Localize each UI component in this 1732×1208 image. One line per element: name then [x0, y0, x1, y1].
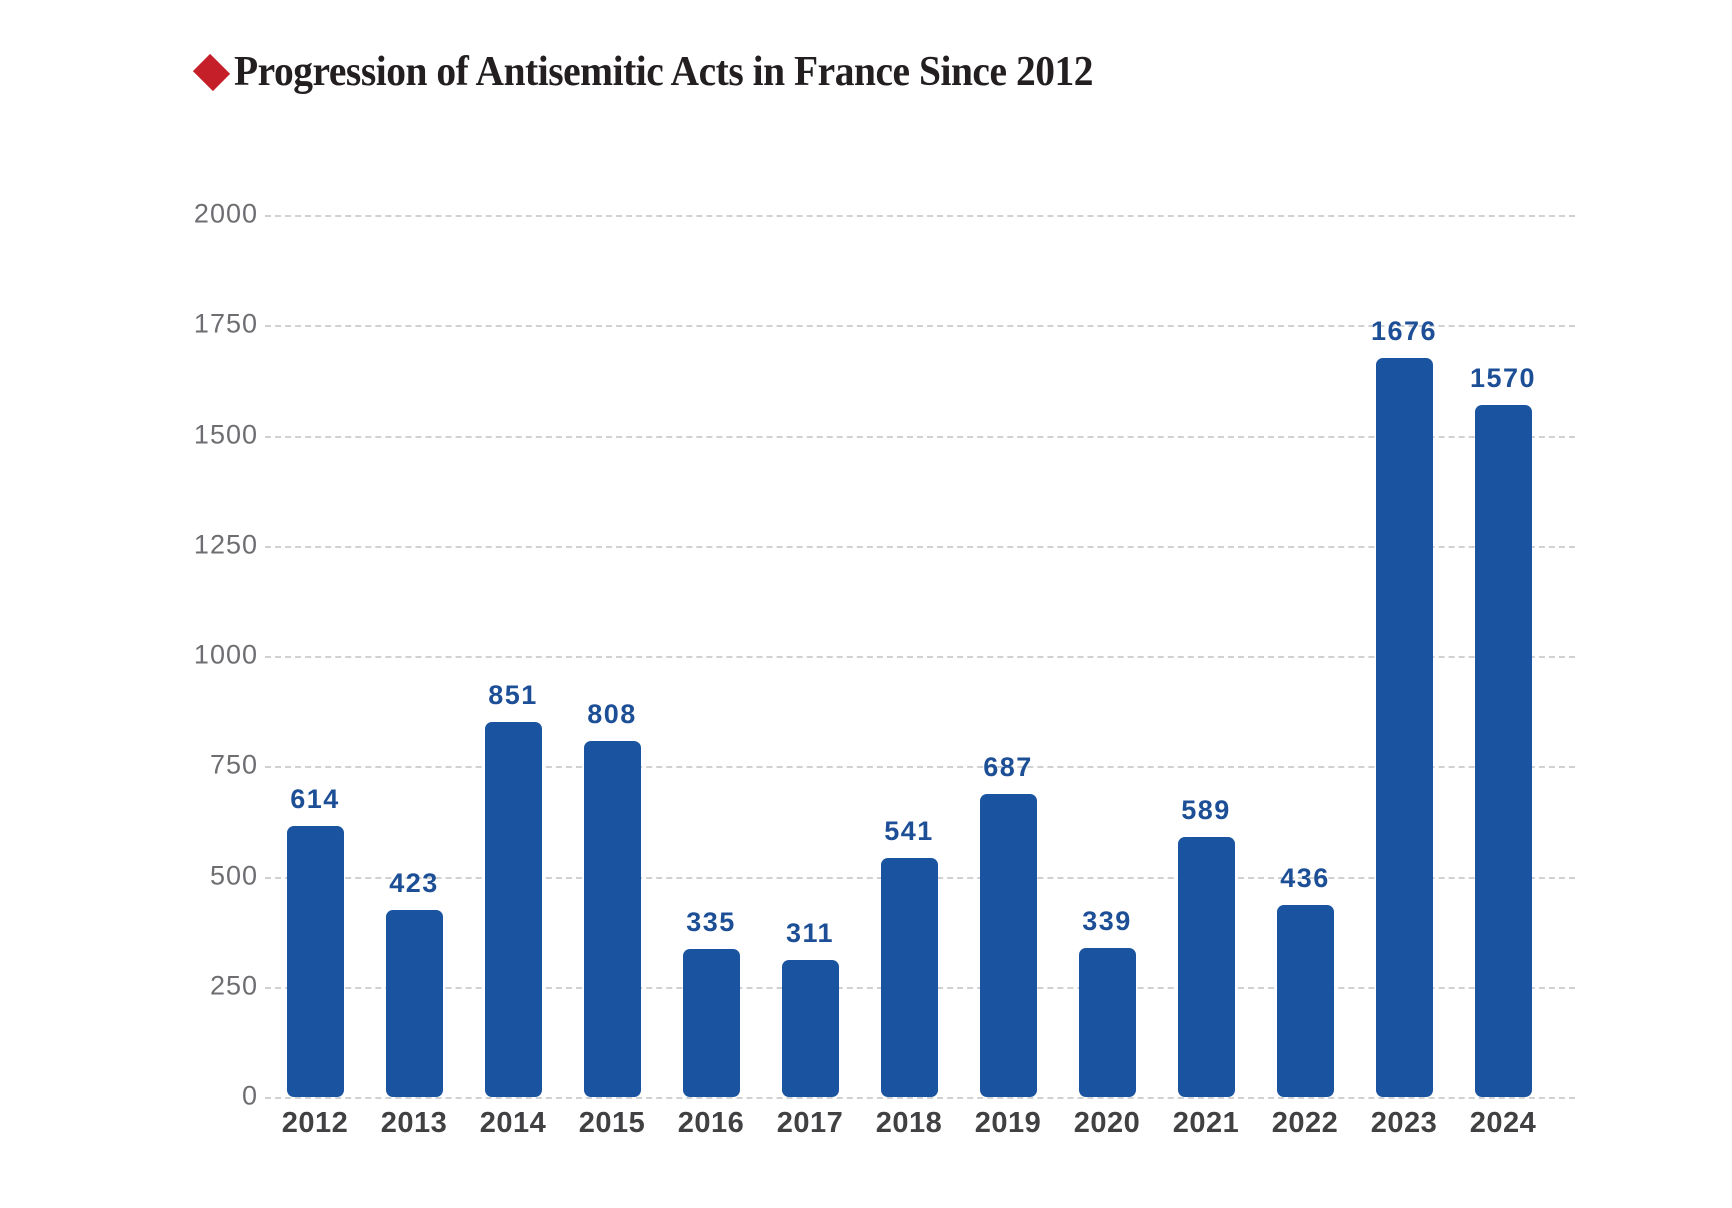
bar-value-label: 614: [290, 784, 340, 814]
bar-value-label: 436: [1280, 863, 1330, 893]
chart-title: Progression of Antisemitic Acts in Franc…: [234, 49, 1094, 95]
y-axis-label: 2000: [193, 198, 258, 229]
bar-value-label: 1676: [1370, 316, 1438, 346]
bar-value-label: 541: [884, 816, 934, 846]
gridline: [265, 436, 1575, 438]
x-axis-label: 2012: [281, 1107, 349, 1139]
bar: [782, 960, 839, 1097]
bar-value-label: 808: [587, 699, 637, 729]
x-axis-label: 2018: [875, 1107, 943, 1139]
y-axis-label: 500: [209, 860, 258, 891]
bar: [485, 722, 542, 1097]
bar: [1079, 948, 1136, 1097]
gridline: [265, 766, 1575, 768]
bar-value-label: 851: [488, 680, 538, 710]
y-axis-label: 1250: [193, 529, 258, 560]
bar: [1277, 905, 1334, 1097]
bar: [584, 741, 641, 1097]
x-axis-label: 2021: [1172, 1107, 1240, 1139]
y-axis-label: 250: [209, 970, 258, 1001]
x-axis-label: 2019: [974, 1107, 1042, 1139]
y-axis-label: 0: [241, 1080, 258, 1111]
gridline: [265, 325, 1575, 327]
y-axis-label: 1500: [193, 419, 258, 450]
gridline: [265, 1097, 1575, 1099]
bar: [683, 949, 740, 1097]
gridline: [265, 546, 1575, 548]
x-axis-label: 2024: [1469, 1107, 1537, 1139]
bar-value-label: 335: [686, 907, 736, 937]
gridline: [265, 215, 1575, 217]
bar: [881, 858, 938, 1097]
x-axis-label: 2023: [1370, 1107, 1438, 1139]
bar-value-label: 339: [1082, 906, 1132, 936]
y-axis-label: 1000: [193, 639, 258, 670]
bar-value-label: 589: [1181, 795, 1231, 825]
y-axis-label: 1750: [193, 308, 258, 339]
x-axis-label: 2016: [677, 1107, 745, 1139]
bar-value-label: 1570: [1469, 363, 1537, 393]
bar-value-label: 687: [983, 752, 1033, 782]
bar: [287, 826, 344, 1097]
x-axis-label: 2022: [1271, 1107, 1339, 1139]
bar: [980, 794, 1037, 1097]
gridline: [265, 656, 1575, 658]
bar: [1376, 358, 1433, 1097]
x-axis-label: 2013: [380, 1107, 448, 1139]
bar: [1475, 405, 1532, 1097]
bar-value-label: 423: [389, 868, 439, 898]
bar: [1178, 837, 1235, 1097]
x-axis-label: 2020: [1073, 1107, 1141, 1139]
chart-title-row: Progression of Antisemitic Acts in Franc…: [192, 48, 1148, 96]
x-axis-label: 2015: [578, 1107, 646, 1139]
bar: [386, 910, 443, 1097]
y-axis-label: 750: [209, 749, 258, 780]
x-axis-label: 2014: [479, 1107, 547, 1139]
bar-value-label: 311: [785, 918, 835, 948]
x-axis-label: 2017: [776, 1107, 844, 1139]
